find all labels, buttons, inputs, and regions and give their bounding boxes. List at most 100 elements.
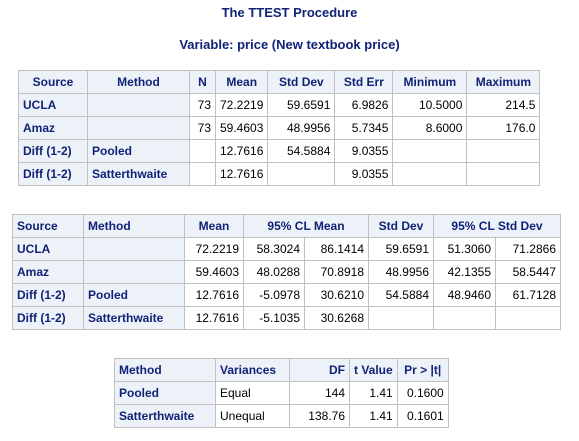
procedure-title: The TTEST Procedure: [221, 5, 358, 20]
cell-std-err: 5.7345: [334, 116, 394, 140]
cell-n: 73: [189, 116, 216, 140]
table-row: Diff (1-2) Satterthwaite 12.7616 9.0355: [18, 162, 541, 186]
cell-std-dev: 54.5884: [368, 283, 434, 307]
column-header-mean: Mean: [214, 70, 269, 94]
row-header-source: Diff (1-2): [18, 139, 88, 163]
ttests-table: Method Variances DF t Value Pr > |t| Poo…: [114, 358, 449, 428]
cell-t-value: 1.41: [349, 381, 398, 405]
cell-maximum: [466, 162, 541, 186]
cell-mean: 12.7616: [184, 283, 244, 307]
cell-mean: 12.7616: [214, 139, 269, 163]
row-header-method: Satterthwaite: [87, 162, 190, 186]
cell-mean: 72.2219: [184, 237, 244, 261]
table-header-row: Method Variances DF t Value Pr > |t|: [114, 358, 449, 382]
row-header-source: Diff (1-2): [18, 162, 88, 186]
row-header-method: [83, 237, 185, 261]
column-header-df: DF: [289, 358, 350, 382]
column-header-method: Method: [114, 358, 216, 382]
cell-minimum: [392, 162, 468, 186]
cell-cl-std-dev-lower: [433, 306, 496, 330]
variable-title: Variable: price (New textbook price): [179, 37, 400, 52]
row-header-method: Satterthwaite: [83, 306, 185, 330]
cell-std-dev: 48.9956: [267, 116, 336, 140]
cell-minimum: 10.5000: [392, 93, 468, 117]
cell-df: 138.76: [289, 404, 350, 428]
cell-mean: 59.4603: [214, 116, 269, 140]
cell-cl-mean-lower: 48.0288: [243, 260, 305, 284]
row-header-source: UCLA: [18, 93, 88, 117]
cell-p-value: 0.1601: [396, 404, 449, 428]
column-header-std-err: Std Err: [334, 70, 394, 94]
cell-cl-mean-upper: 70.8918: [304, 260, 369, 284]
column-header-maximum: Maximum: [466, 70, 541, 94]
column-header-std-dev: Std Dev: [368, 214, 434, 238]
column-header-source: Source: [18, 70, 88, 94]
cell-n: 73: [189, 93, 216, 117]
column-header-mean: Mean: [184, 214, 244, 238]
row-header-source: Amaz: [12, 260, 84, 284]
cell-df: 144: [289, 381, 350, 405]
row-header-source: Amaz: [18, 116, 88, 140]
column-header-source: Source: [12, 214, 84, 238]
table-row: UCLA 73 72.2219 59.6591 6.9826 10.5000 2…: [18, 93, 541, 117]
cell-mean: 59.4603: [184, 260, 244, 284]
cell-maximum: 214.5: [466, 93, 541, 117]
cell-variances: Equal: [215, 381, 290, 405]
cell-cl-mean-lower: 58.3024: [243, 237, 305, 261]
cell-cl-std-dev-lower: 42.1355: [433, 260, 496, 284]
row-header-method: Satterthwaite: [114, 404, 216, 428]
cell-std-dev: [368, 306, 434, 330]
cell-n: [189, 162, 216, 186]
row-header-method: [87, 93, 190, 117]
cell-cl-mean-upper: 86.1414: [304, 237, 369, 261]
table-row: Satterthwaite Unequal 138.76 1.41 0.1601: [114, 404, 449, 428]
table-row: Diff (1-2) Pooled 12.7616 54.5884 9.0355: [18, 139, 541, 163]
confidence-limits-table: Source Method Mean 95% CL Mean Std Dev 9…: [12, 214, 561, 330]
cell-cl-mean-upper: 30.6268: [304, 306, 369, 330]
cell-std-dev: [267, 162, 336, 186]
row-header-method: [83, 260, 185, 284]
table-row: Amaz 73 59.4603 48.9956 5.7345 8.6000 17…: [18, 116, 541, 140]
table-row: Pooled Equal 144 1.41 0.1600: [114, 381, 449, 405]
cell-maximum: 176.0: [466, 116, 541, 140]
cell-mean: 12.7616: [214, 162, 269, 186]
cell-std-err: 6.9826: [334, 93, 394, 117]
row-header-method: Pooled: [87, 139, 190, 163]
cell-p-value: 0.1600: [396, 381, 449, 405]
cell-std-dev: 59.6591: [368, 237, 434, 261]
table-row: UCLA 72.2219 58.3024 86.1414 59.6591 51.…: [12, 237, 561, 261]
cell-std-dev: 54.5884: [267, 139, 336, 163]
column-header-method: Method: [87, 70, 190, 94]
cell-cl-std-dev-upper: 71.2866: [495, 237, 561, 261]
row-header-method: Pooled: [83, 283, 185, 307]
row-header-method: Pooled: [114, 381, 216, 405]
row-header-source: UCLA: [12, 237, 84, 261]
cell-mean: 72.2219: [214, 93, 269, 117]
row-header-source: Diff (1-2): [12, 306, 84, 330]
cell-cl-mean-lower: -5.1035: [243, 306, 305, 330]
column-header-std-dev: Std Dev: [267, 70, 336, 94]
cell-std-dev: 59.6591: [267, 93, 336, 117]
cell-n: [189, 139, 216, 163]
column-header-minimum: Minimum: [392, 70, 468, 94]
table-header-row: Source Method Mean 95% CL Mean Std Dev 9…: [12, 214, 561, 238]
cell-cl-mean-lower: -5.0978: [243, 283, 305, 307]
cell-variances: Unequal: [215, 404, 290, 428]
cell-minimum: 8.6000: [392, 116, 468, 140]
column-header-variances: Variances: [215, 358, 290, 382]
cell-std-err: 9.0355: [334, 139, 394, 163]
column-header-p-value: Pr > |t|: [396, 358, 449, 382]
row-header-source: Diff (1-2): [12, 283, 84, 307]
cell-std-dev: 48.9956: [368, 260, 434, 284]
cell-mean: 12.7616: [184, 306, 244, 330]
table-row: Amaz 59.4603 48.0288 70.8918 48.9956 42.…: [12, 260, 561, 284]
cell-minimum: [392, 139, 468, 163]
table-header-row: Source Method N Mean Std Dev Std Err Min…: [18, 70, 541, 94]
table-row: Diff (1-2) Satterthwaite 12.7616 -5.1035…: [12, 306, 561, 330]
column-header-t-value: t Value: [349, 358, 398, 382]
cell-cl-std-dev-lower: 48.9460: [433, 283, 496, 307]
column-header-cl-std-dev: 95% CL Std Dev: [433, 214, 561, 238]
column-header-method: Method: [83, 214, 185, 238]
table-row: Diff (1-2) Pooled 12.7616 -5.0978 30.621…: [12, 283, 561, 307]
cell-cl-std-dev-upper: 58.5447: [495, 260, 561, 284]
